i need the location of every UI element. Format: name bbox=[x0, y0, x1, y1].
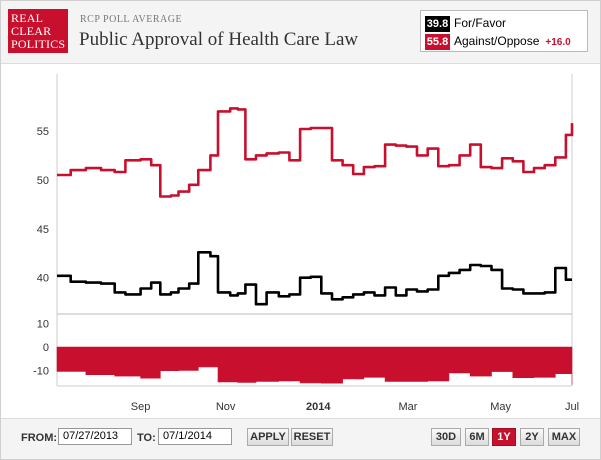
x-tick-label: May bbox=[490, 401, 511, 413]
spread-area bbox=[56, 346, 573, 385]
legend-spread: +16.0 bbox=[545, 37, 571, 48]
y-tick-label: 55 bbox=[37, 126, 49, 138]
range-button-30d[interactable]: 30D bbox=[431, 428, 461, 446]
legend-oppose-value: 55.8 bbox=[425, 34, 450, 50]
range-button-2y[interactable]: 2Y bbox=[520, 428, 544, 446]
x-tick-label: Jul bbox=[565, 401, 579, 413]
y-tick-label: 45 bbox=[37, 224, 49, 236]
from-label: FROM: bbox=[21, 432, 58, 444]
chart-svg: 40 45 50 55 10 0 -10 Sep Nov 2014 Mar May Jul bbox=[33, 74, 579, 413]
legend-favor-label: For/Favor bbox=[454, 16, 507, 30]
apply-button[interactable]: APPLY bbox=[247, 428, 289, 446]
x-tick-label: 2014 bbox=[306, 401, 331, 413]
range-button-1y[interactable]: 1Y bbox=[492, 428, 516, 446]
spread-y-tick-label: 0 bbox=[43, 342, 49, 354]
legend-item-favor[interactable]: 39.8 For/Favor bbox=[425, 15, 507, 32]
from-date-input[interactable]: 07/27/2013 bbox=[58, 428, 132, 445]
date-controls: FROM: 07/27/2013 TO: 07/1/2014 APPLY RES… bbox=[1, 421, 600, 457]
plot-area: 40 45 50 55 10 0 -10 Sep Nov 2014 Mar May Jul bbox=[1, 63, 600, 419]
y-tick-label: 50 bbox=[37, 175, 49, 187]
series-line-against-oppose bbox=[57, 107, 574, 198]
legend-favor-value: 39.8 bbox=[425, 16, 450, 32]
legend-item-oppose[interactable]: 55.8 Against/Oppose +16.0 bbox=[425, 33, 571, 50]
legend-oppose-label: Against/Oppose bbox=[454, 34, 540, 48]
x-tick-label: Sep bbox=[131, 401, 151, 413]
spread-y-tick-label: 10 bbox=[37, 318, 49, 330]
y-tick-label: 40 bbox=[37, 273, 49, 285]
x-tick-label: Mar bbox=[398, 401, 417, 413]
rcp-logo: REAL CLEAR POLITICS bbox=[8, 9, 68, 53]
range-button-max[interactable]: MAX bbox=[548, 428, 580, 446]
to-label: TO: bbox=[137, 432, 156, 444]
spread-y-tick-label: -10 bbox=[33, 366, 49, 378]
range-button-6m[interactable]: 6M bbox=[465, 428, 489, 446]
chart-title: Public Approval of Health Care Law bbox=[79, 29, 359, 50]
to-date-input[interactable]: 07/1/2014 bbox=[158, 428, 232, 445]
legend: 39.8 For/Favor 55.8 Against/Oppose +16.0 bbox=[420, 10, 588, 52]
x-tick-label: Nov bbox=[216, 401, 236, 413]
chart-kicker: RCP POLL AVERAGE bbox=[80, 14, 183, 25]
reset-button[interactable]: RESET bbox=[291, 428, 333, 446]
series-line-for-favor bbox=[57, 251, 572, 306]
